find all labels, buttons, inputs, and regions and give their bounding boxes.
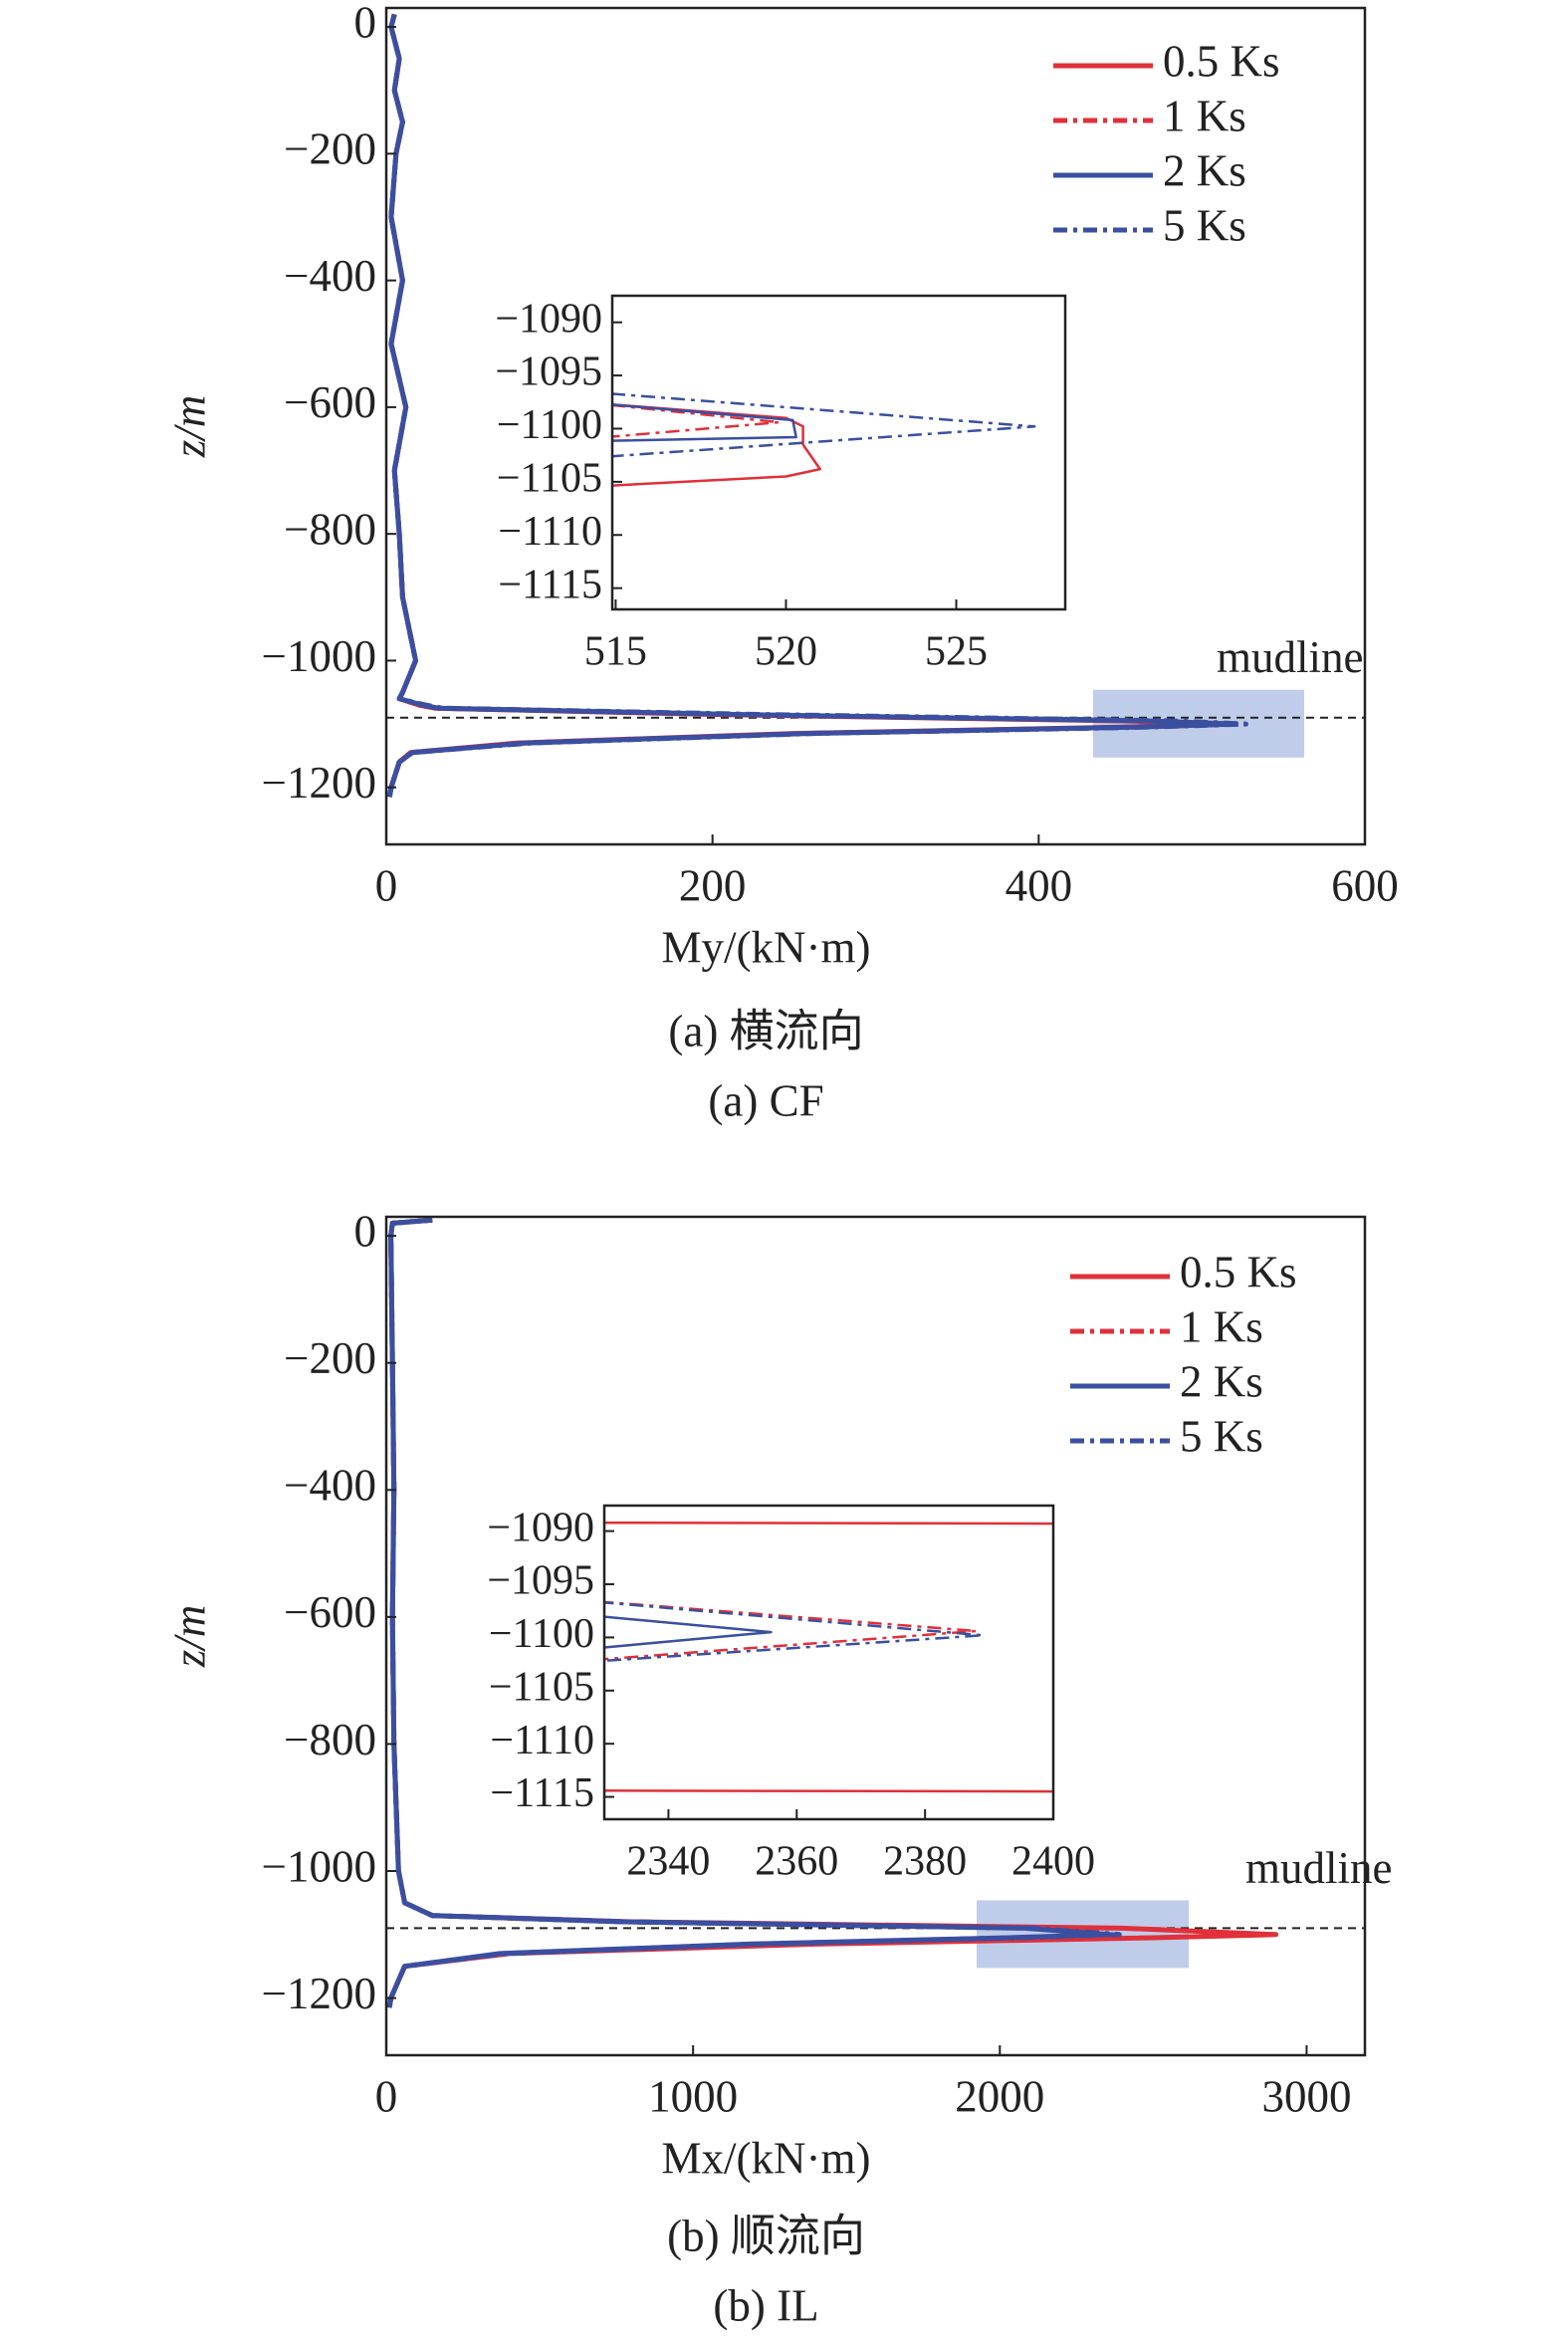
x-tick-label: 520 xyxy=(755,629,817,675)
y-tick-label: −1105 xyxy=(489,1664,594,1710)
y-tick-label: −1100 xyxy=(497,402,602,448)
plot-frame xyxy=(610,294,1067,611)
y-tick-label: −200 xyxy=(284,124,376,174)
y-tick-label: −1090 xyxy=(487,1505,594,1550)
caption: (a) CF xyxy=(708,1075,823,1125)
y-tick-label: 0 xyxy=(354,0,377,47)
x-axis-label: My/(kN·m) xyxy=(662,922,871,972)
y-tick-label: −1110 xyxy=(490,1718,594,1763)
plot-area xyxy=(604,1506,1053,1819)
x-axis-label: Mx/(kN·m) xyxy=(662,2133,871,2183)
y-tick-label: −1095 xyxy=(495,350,602,395)
y-tick-label: −1000 xyxy=(262,631,376,681)
x-tick-label: 2360 xyxy=(755,1839,838,1885)
y-tick-label: −200 xyxy=(284,1333,376,1383)
inset-plot: −1090 −1095 −1100 −1105 −1110 −1115 515 520 525 xyxy=(495,294,1067,675)
y-tick-label: −600 xyxy=(284,377,376,427)
x-tick-label: 2000 xyxy=(955,2071,1044,2121)
y-tick-label: −400 xyxy=(284,251,376,301)
series-line xyxy=(612,403,797,442)
legend-label: 2 Ks xyxy=(1163,145,1246,195)
legend-label: 5 Ks xyxy=(1163,200,1246,250)
y-axis-label: z/m xyxy=(164,395,214,459)
legend-label: 1 Ks xyxy=(1180,1301,1263,1351)
y-tick-label: −1000 xyxy=(262,1841,376,1891)
series-group xyxy=(612,392,1036,487)
y-tick-label: −1090 xyxy=(495,296,602,342)
series-line xyxy=(604,1615,773,1649)
plot-area xyxy=(612,296,1065,609)
series-group xyxy=(604,1521,1053,1793)
series-line xyxy=(612,392,1036,458)
legend-label: 5 Ks xyxy=(1180,1411,1263,1461)
x-tick-label: 400 xyxy=(1006,860,1073,910)
caption: (b) 顺流向 xyxy=(667,2211,865,2260)
y-tick-label: −1200 xyxy=(262,1969,376,2018)
x-tick-label: 0 xyxy=(375,860,398,910)
caption: (b) IL xyxy=(713,2280,818,2330)
legend-label: 1 Ks xyxy=(1163,91,1246,140)
mudline-label: mudline xyxy=(1245,1843,1392,1893)
series-group xyxy=(386,13,1248,798)
x-tick-label: 2400 xyxy=(1011,1839,1095,1885)
x-tick-label: 200 xyxy=(679,860,747,910)
y-tick-label: −1115 xyxy=(498,562,602,607)
series-line xyxy=(604,1600,978,1661)
series-line xyxy=(386,13,1248,798)
x-tick-label: 1000 xyxy=(648,2071,738,2121)
y-tick-label: 0 xyxy=(354,1206,377,1256)
legend-label: 2 Ks xyxy=(1180,1356,1263,1406)
x-tick-label: 2380 xyxy=(883,1839,967,1885)
legend-label: 0.5 Ks xyxy=(1180,1247,1297,1296)
y-tick-label: −1105 xyxy=(497,456,602,502)
y-tick-label: −800 xyxy=(284,1715,376,1764)
y-tick-label: −1200 xyxy=(262,758,376,808)
y-tick-label: −800 xyxy=(284,505,376,555)
series-line xyxy=(604,1601,985,1663)
plot-frame xyxy=(384,6,1367,846)
x-tick-label: 3000 xyxy=(1261,2071,1351,2121)
y-tick-label: −1110 xyxy=(498,509,602,555)
inset-plot: −1090 −1095 −1100 −1105 −1110 −1115 2340 2360 23… xyxy=(487,1504,1095,1885)
x-tick-label: 525 xyxy=(925,629,988,675)
legend-label: 0.5 Ks xyxy=(1163,36,1280,86)
series-line xyxy=(612,402,821,487)
x-tick-label: 0 xyxy=(375,2071,398,2121)
main-plot: mudline 0 −200 −400 −600 −800 −1000 −1200 0 200 40… xyxy=(164,0,1398,1125)
x-tick-label: 2340 xyxy=(626,1839,710,1885)
plot-frame xyxy=(384,1215,1367,2057)
y-tick-label: −1095 xyxy=(487,1558,594,1604)
caption: (a) 横流向 xyxy=(668,1006,863,1055)
y-tick-label: −1115 xyxy=(490,1770,594,1816)
y-tick-label: −400 xyxy=(284,1461,376,1511)
series-line xyxy=(604,1521,1053,1793)
y-tick-label: −600 xyxy=(284,1587,376,1637)
mudline-label: mudline xyxy=(1217,632,1363,682)
x-tick-label: 600 xyxy=(1331,860,1399,910)
x-tick-label: 515 xyxy=(584,629,647,675)
y-tick-label: −1100 xyxy=(489,1611,594,1657)
main-plot: mudline 0 −200 −400 −600 −800 −1000 −1200 0 1000 2… xyxy=(164,1206,1392,2330)
plot-frame xyxy=(602,1504,1055,1821)
y-axis-label: z/m xyxy=(164,1605,214,1669)
